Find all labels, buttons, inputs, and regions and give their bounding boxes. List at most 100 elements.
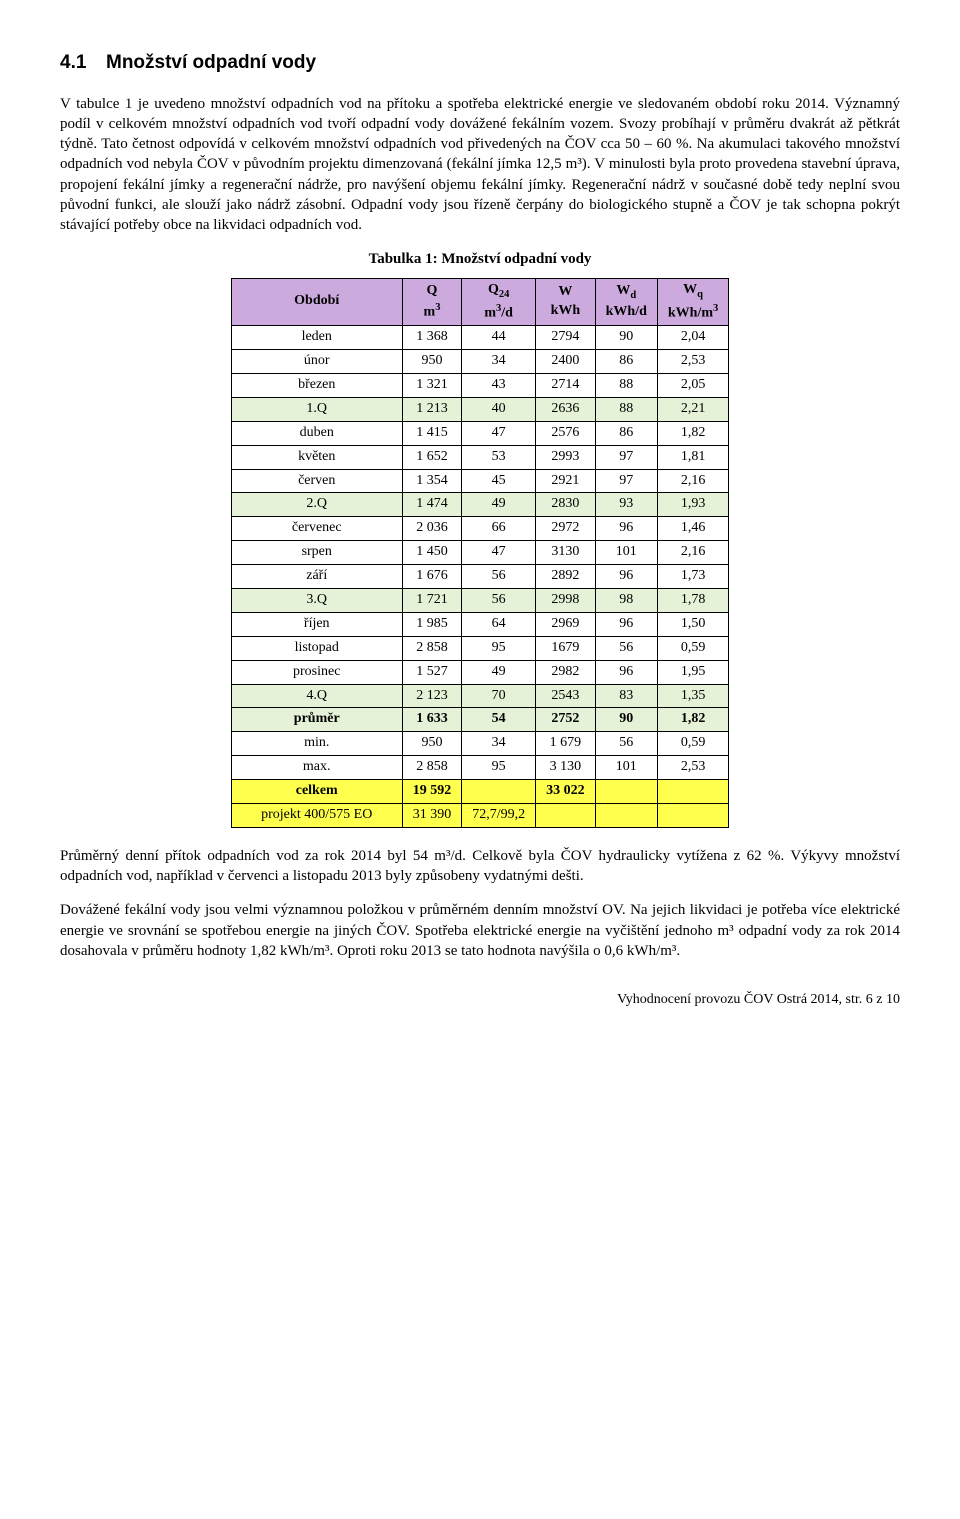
col-header-4: WdkWh/d	[595, 278, 657, 326]
table-cell	[595, 803, 657, 827]
col-header-0: Období	[231, 278, 402, 326]
table-row-label: listopad	[231, 636, 402, 660]
table-cell: 34	[462, 350, 536, 374]
table-cell: 2 858	[402, 756, 462, 780]
table-row-label: duben	[231, 421, 402, 445]
table-cell: 2 858	[402, 636, 462, 660]
table-cell: 86	[595, 350, 657, 374]
table-cell: 1,46	[657, 517, 728, 541]
table-cell: 54	[462, 708, 536, 732]
table-cell: 2576	[536, 421, 596, 445]
quarter-row-label: 3.Q	[231, 588, 402, 612]
table-cell: 90	[595, 708, 657, 732]
table-cell: 950	[402, 732, 462, 756]
table-cell: 2,53	[657, 756, 728, 780]
table-cell: 2,21	[657, 397, 728, 421]
table-cell: 1 633	[402, 708, 462, 732]
table-cell	[462, 780, 536, 804]
table-cell	[595, 780, 657, 804]
paragraph-1: V tabulce 1 je uvedeno množství odpadníc…	[60, 94, 900, 236]
table-cell: 47	[462, 541, 536, 565]
page-footer: Vyhodnocení provozu ČOV Ostrá 2014, str.…	[60, 991, 900, 1010]
table-cell: 1,82	[657, 708, 728, 732]
table-cell: 40	[462, 397, 536, 421]
table-cell: 53	[462, 445, 536, 469]
table-cell: 2794	[536, 326, 596, 350]
data-table: ObdobíQm3Q24m3/dWkWhWdkWh/dWqkWh/m3leden…	[231, 278, 730, 828]
table-row-label: únor	[231, 350, 402, 374]
table-cell: 98	[595, 588, 657, 612]
table-cell: 1,35	[657, 684, 728, 708]
table-cell: 2972	[536, 517, 596, 541]
table-cell: 2982	[536, 660, 596, 684]
table-cell: 66	[462, 517, 536, 541]
table-cell: 56	[462, 565, 536, 589]
table-cell: 3130	[536, 541, 596, 565]
footer-row-label: průměr	[231, 708, 402, 732]
table-cell: 86	[595, 421, 657, 445]
paragraph-2: Průměrný denní přítok odpadních vod za r…	[60, 846, 900, 887]
table-cell: 19 592	[402, 780, 462, 804]
table-cell: 1 679	[536, 732, 596, 756]
table-cell: 31 390	[402, 803, 462, 827]
table-row-label: červen	[231, 469, 402, 493]
quarter-row-label: 2.Q	[231, 493, 402, 517]
table-cell: 97	[595, 469, 657, 493]
table-cell: 33 022	[536, 780, 596, 804]
table-cell: 101	[595, 541, 657, 565]
table-cell: 950	[402, 350, 462, 374]
table-row-label: říjen	[231, 612, 402, 636]
table-cell: 1 321	[402, 373, 462, 397]
table-cell: 2,16	[657, 469, 728, 493]
table-cell: 44	[462, 326, 536, 350]
table-cell: 90	[595, 326, 657, 350]
quarter-row-label: 1.Q	[231, 397, 402, 421]
footer-row-label: max.	[231, 756, 402, 780]
table-cell: 1 450	[402, 541, 462, 565]
section-heading: 4.1Množství odpadní vody	[60, 50, 900, 76]
table-cell: 1,78	[657, 588, 728, 612]
table-cell: 45	[462, 469, 536, 493]
table-cell	[536, 803, 596, 827]
table-cell: 2,53	[657, 350, 728, 374]
table-cell: 2830	[536, 493, 596, 517]
table-cell: 1 676	[402, 565, 462, 589]
table-cell: 2993	[536, 445, 596, 469]
table-row-label: leden	[231, 326, 402, 350]
table-cell: 0,59	[657, 636, 728, 660]
table-row-label: srpen	[231, 541, 402, 565]
table-cell: 64	[462, 612, 536, 636]
table-cell: 1 474	[402, 493, 462, 517]
table-cell: 56	[595, 636, 657, 660]
table-cell: 1,95	[657, 660, 728, 684]
table-cell: 2752	[536, 708, 596, 732]
table-cell: 1 213	[402, 397, 462, 421]
table-cell: 47	[462, 421, 536, 445]
table-cell: 96	[595, 612, 657, 636]
table-cell: 2921	[536, 469, 596, 493]
table-cell: 1,82	[657, 421, 728, 445]
col-header-3: WkWh	[536, 278, 596, 326]
table-cell: 2543	[536, 684, 596, 708]
table-row-label: březen	[231, 373, 402, 397]
table-cell: 1 985	[402, 612, 462, 636]
table-cell: 43	[462, 373, 536, 397]
table-row-label: květen	[231, 445, 402, 469]
table-cell: 96	[595, 660, 657, 684]
table-cell: 1 527	[402, 660, 462, 684]
table-cell: 1 368	[402, 326, 462, 350]
col-header-2: Q24m3/d	[462, 278, 536, 326]
table-cell: 95	[462, 636, 536, 660]
table-cell: 2998	[536, 588, 596, 612]
footer-row-label: celkem	[231, 780, 402, 804]
table-cell: 72,7/99,2	[462, 803, 536, 827]
table-cell: 1 415	[402, 421, 462, 445]
table-cell: 56	[462, 588, 536, 612]
table-cell: 2400	[536, 350, 596, 374]
table-cell: 1,81	[657, 445, 728, 469]
table-cell	[657, 803, 728, 827]
table-cell: 2,05	[657, 373, 728, 397]
table-cell: 93	[595, 493, 657, 517]
table-cell: 101	[595, 756, 657, 780]
table-cell: 97	[595, 445, 657, 469]
